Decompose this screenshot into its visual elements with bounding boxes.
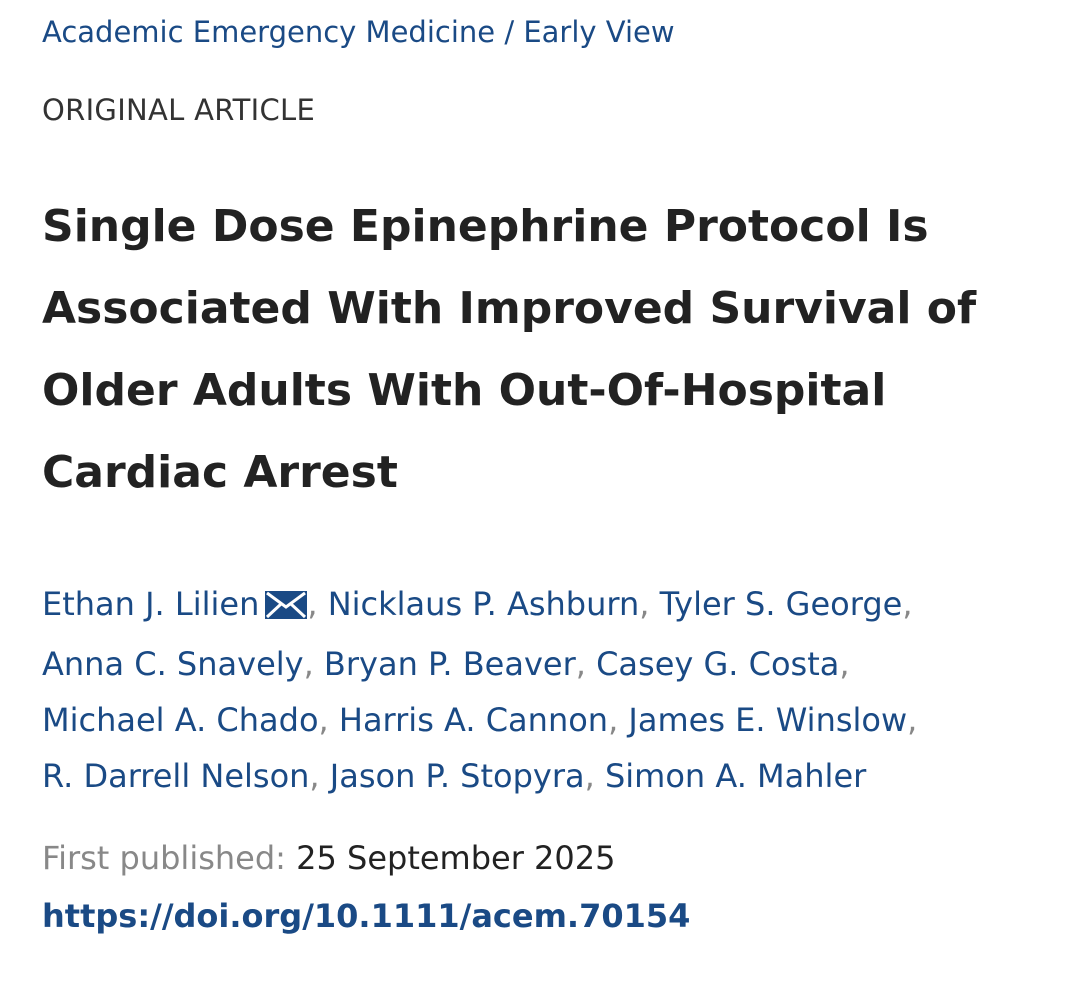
author-separator: ,: [307, 585, 328, 623]
author-link[interactable]: R. Darrell Nelson: [42, 757, 310, 795]
author-name: Ethan J. Lilien: [42, 585, 260, 623]
author-link[interactable]: Michael A. Chado: [42, 701, 319, 739]
author-separator: ,: [839, 645, 850, 683]
author-link[interactable]: Simon A. Mahler: [604, 757, 867, 795]
author-separator: ,: [309, 757, 330, 795]
author-link[interactable]: Jason P. Stopyra: [329, 757, 585, 795]
author-link[interactable]: Casey G. Costa: [596, 645, 840, 683]
publication-date: First published: 25 September 2025: [42, 836, 615, 880]
author-link[interactable]: Harris A. Cannon: [338, 701, 609, 739]
doi-link[interactable]: https://doi.org/10.1111/acem.70154: [42, 897, 691, 935]
author-list: Ethan J. Lilien, Nicklaus P. Ashburn, Ty…: [42, 576, 1052, 804]
author-separator: ,: [575, 645, 597, 683]
author-separator: ,: [902, 585, 913, 623]
author-separator: ,: [303, 645, 324, 683]
author-link[interactable]: Bryan P. Beaver: [323, 645, 576, 683]
author-link[interactable]: Nicklaus P. Ashburn: [327, 585, 640, 623]
author-separator: ,: [584, 757, 605, 795]
author-link[interactable]: James E. Winslow: [628, 701, 908, 739]
author-separator: ,: [907, 701, 918, 739]
author-link[interactable]: Ethan J. Lilien: [42, 585, 308, 623]
breadcrumb-journal-link[interactable]: Academic Emergency Medicine: [42, 15, 496, 49]
article-title: Single Dose Epinephrine Protocol Is Asso…: [42, 201, 977, 498]
breadcrumb: Academic Emergency Medicine / Early View: [42, 12, 675, 52]
breadcrumb-section-link[interactable]: Early View: [523, 15, 675, 49]
author-separator: ,: [318, 701, 339, 739]
author-link[interactable]: Anna C. Snavely: [42, 645, 304, 683]
author-separator: ,: [639, 585, 660, 623]
publication-date-value: 25 September 2025: [296, 839, 616, 877]
article-type-label: ORIGINAL ARTICLE: [42, 93, 316, 127]
publication-date-label: First published:: [42, 839, 286, 877]
author-separator: ,: [608, 701, 629, 739]
author-link[interactable]: Tyler S. George: [659, 585, 903, 623]
mail-icon[interactable]: [265, 580, 308, 636]
breadcrumb-separator: /: [495, 15, 524, 49]
